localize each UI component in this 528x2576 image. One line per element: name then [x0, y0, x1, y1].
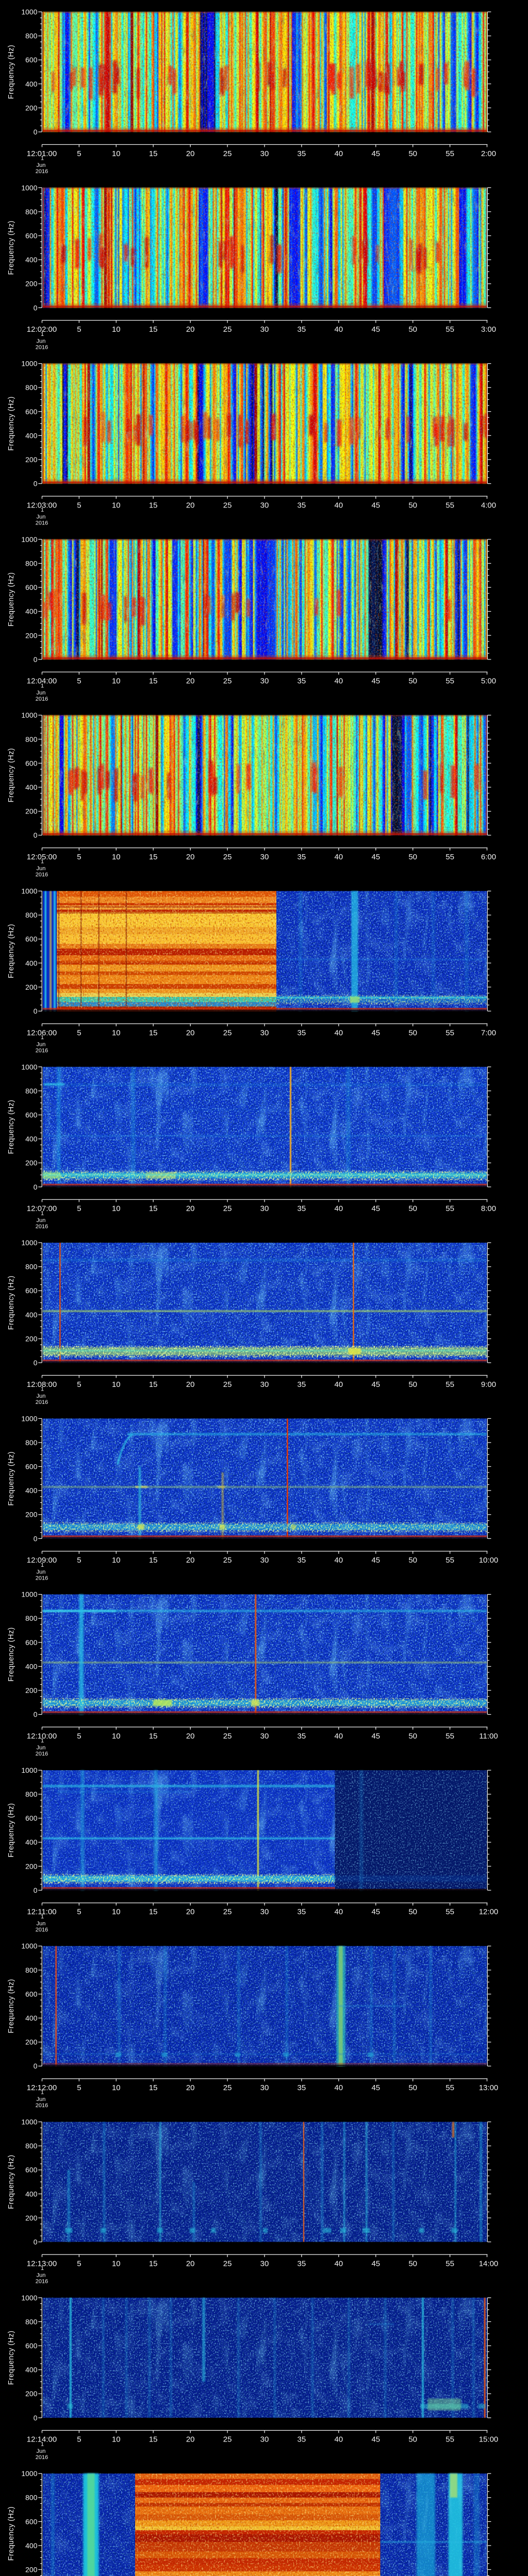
svg-text:8:00: 8:00 [481, 1205, 496, 1213]
svg-text:10:00: 10:00 [479, 1556, 499, 1565]
svg-text:12:14:00: 12:14:00 [27, 2435, 57, 2444]
svg-text:11:00: 11:00 [479, 1732, 498, 1740]
svg-text:3:00: 3:00 [481, 325, 496, 334]
svg-text:12:06:00: 12:06:00 [27, 1028, 57, 1037]
svg-text:12:04:00: 12:04:00 [27, 677, 57, 686]
svg-text:6:00: 6:00 [481, 853, 496, 861]
svg-text:12:08:00: 12:08:00 [27, 1380, 57, 1389]
svg-text:12:03:00: 12:03:00 [27, 501, 57, 510]
svg-text:12:11:00: 12:11:00 [27, 1908, 56, 1917]
svg-text:15:00: 15:00 [479, 2435, 499, 2444]
svg-text:9:00: 9:00 [481, 1380, 496, 1389]
svg-text:12:00: 12:00 [479, 1908, 499, 1917]
svg-text:2:00: 2:00 [481, 149, 496, 158]
svg-text:12:10:00: 12:10:00 [27, 1732, 57, 1740]
svg-text:12:05:00: 12:05:00 [27, 853, 57, 861]
svg-text:12:12:00: 12:12:00 [27, 2083, 57, 2092]
svg-text:12:09:00: 12:09:00 [27, 1556, 57, 1565]
svg-text:12:01:00: 12:01:00 [27, 149, 57, 158]
svg-text:13:00: 13:00 [479, 2083, 499, 2092]
svg-text:4:00: 4:00 [481, 501, 496, 510]
svg-text:5:00: 5:00 [481, 677, 496, 686]
svg-text:12:07:00: 12:07:00 [27, 1205, 57, 1213]
svg-text:14:00: 14:00 [479, 2259, 499, 2268]
svg-text:7:00: 7:00 [481, 1028, 496, 1037]
svg-text:12:13:00: 12:13:00 [27, 2259, 57, 2268]
svg-text:12:02:00: 12:02:00 [27, 325, 57, 334]
